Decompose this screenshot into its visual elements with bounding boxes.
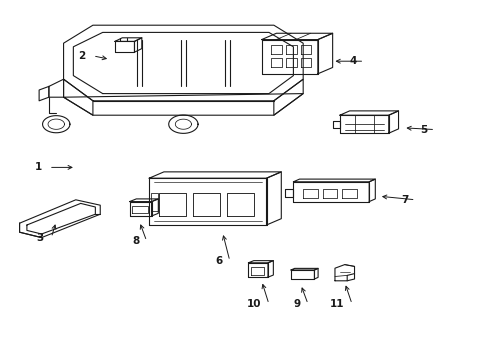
Text: 1: 1 — [34, 162, 41, 172]
Text: 11: 11 — [329, 299, 344, 309]
Text: 5: 5 — [420, 125, 427, 135]
Text: 10: 10 — [246, 299, 261, 309]
Text: 6: 6 — [215, 256, 222, 266]
Text: 4: 4 — [349, 56, 356, 66]
Text: 2: 2 — [78, 51, 85, 61]
Text: 3: 3 — [37, 233, 44, 243]
Text: 9: 9 — [293, 299, 300, 309]
Text: 7: 7 — [400, 195, 407, 205]
Text: 8: 8 — [132, 236, 139, 246]
